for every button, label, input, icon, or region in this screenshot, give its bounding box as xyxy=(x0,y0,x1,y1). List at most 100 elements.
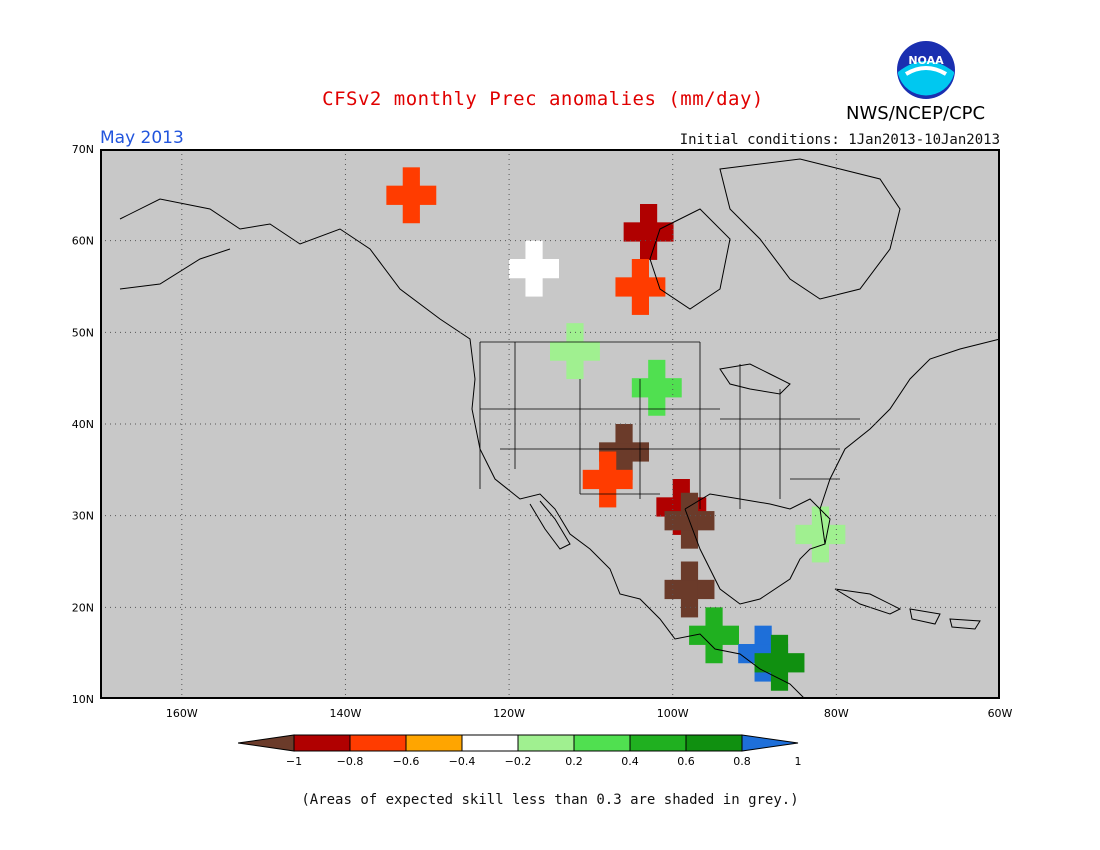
anomaly-cell xyxy=(566,341,584,361)
legend-box xyxy=(685,734,743,752)
color-legend: −1 −0.8 −0.6 −0.4 −0.2 0.2 0.4 0.6 0.8 1 xyxy=(238,734,802,768)
anomaly-cell xyxy=(680,579,699,600)
month-label: May 2013 xyxy=(100,128,184,148)
anomaly-cell xyxy=(582,469,600,490)
anomaly-cell xyxy=(631,442,649,462)
anomaly-cell xyxy=(550,341,568,361)
anomaly-cell xyxy=(648,396,666,416)
grid-lines xyxy=(100,149,1000,699)
legend-tick-label: 0.6 xyxy=(677,755,695,768)
anomaly-cell xyxy=(754,653,772,673)
anomaly-cell xyxy=(770,671,789,691)
anomaly-cell xyxy=(795,524,813,545)
anomaly-cell xyxy=(631,295,649,315)
anomaly-cell xyxy=(640,240,658,260)
anomaly-cell xyxy=(697,511,715,531)
anomaly-cell xyxy=(419,185,437,205)
lon-label: 100W xyxy=(657,707,689,720)
legend-arrow-low xyxy=(238,734,295,752)
coastlines xyxy=(119,158,1000,699)
state-borders xyxy=(479,341,860,509)
anomaly-cell xyxy=(599,469,617,490)
anomaly-cell xyxy=(640,204,658,224)
anomaly-cell xyxy=(680,492,699,512)
legend-arrow-high xyxy=(741,734,799,752)
anomaly-cell xyxy=(541,259,559,279)
anomaly-cell xyxy=(648,277,666,297)
lat-label: 60N xyxy=(72,235,94,248)
anomaly-cell xyxy=(566,359,584,380)
anomaly-cell xyxy=(631,378,649,398)
legend-tick-label: −0.2 xyxy=(505,755,532,768)
anomaly-cell xyxy=(738,644,756,664)
anomaly-cell xyxy=(656,222,674,242)
anomaly-cell xyxy=(680,598,699,618)
anomaly-cell xyxy=(680,561,699,581)
anomaly-cell xyxy=(615,277,633,297)
anomaly-cell xyxy=(525,240,543,260)
anomaly-cell xyxy=(599,451,617,471)
initial-conditions-label: Initial conditions: 1Jan2013-10Jan2013 xyxy=(679,132,1000,148)
legend-box xyxy=(517,734,575,752)
anomaly-cell xyxy=(525,259,543,279)
anomaly-cell xyxy=(680,529,699,549)
lat-label: 70N xyxy=(72,143,94,156)
anomaly-cell xyxy=(402,167,420,187)
legend-tick-label: −1 xyxy=(286,755,302,768)
anomaly-map xyxy=(100,149,1000,699)
anomaly-cell xyxy=(599,488,617,508)
anomaly-cell xyxy=(754,625,772,645)
anomaly-cells xyxy=(386,167,846,691)
anomaly-cell xyxy=(705,625,723,645)
legend-box xyxy=(629,734,687,752)
lat-label: 10N xyxy=(72,693,94,706)
anomaly-cell xyxy=(640,222,658,242)
legend-tick-label: 1 xyxy=(795,755,802,768)
lon-label: 140W xyxy=(330,707,362,720)
legend-tick-label: 0.4 xyxy=(621,755,639,768)
anomaly-cell xyxy=(623,222,641,242)
anomaly-cell xyxy=(615,442,633,462)
anomaly-cell xyxy=(664,378,682,398)
lat-label: 30N xyxy=(72,510,94,523)
legend-tick-label: −0.8 xyxy=(337,755,364,768)
noaa-logo-icon: NOAA xyxy=(896,40,956,100)
latitude-labels: 70N 60N 50N 40N 30N 20N 10N xyxy=(72,143,94,706)
lat-label: 50N xyxy=(72,326,94,339)
anomaly-cell xyxy=(770,634,789,655)
lon-label: 60W xyxy=(988,707,1013,720)
anomaly-cell xyxy=(770,653,789,673)
anomaly-cell xyxy=(615,424,633,444)
anomaly-cell xyxy=(705,644,723,664)
agency-label: NWS/NCEP/CPC xyxy=(846,103,986,124)
anomaly-cell xyxy=(648,378,666,398)
legend-tick-label: −0.4 xyxy=(449,755,476,768)
legend-tick-label: −0.6 xyxy=(393,755,420,768)
anomaly-cell xyxy=(566,323,584,343)
legend-tick-label: 0.2 xyxy=(565,755,583,768)
anomaly-cell xyxy=(525,277,543,297)
anomaly-cell xyxy=(811,543,829,563)
map-frame xyxy=(100,149,1000,699)
anomaly-cell xyxy=(664,511,682,531)
legend-box xyxy=(349,734,407,752)
anomaly-cell xyxy=(721,625,739,645)
anomaly-cell xyxy=(402,204,420,224)
lon-label: 80W xyxy=(824,707,849,720)
lon-label: 160W xyxy=(166,707,198,720)
anomaly-cell xyxy=(787,653,805,673)
skill-footnote: (Areas of expected skill less than 0.3 a… xyxy=(301,792,799,808)
lat-label: 20N xyxy=(72,601,94,614)
anomaly-cell xyxy=(648,359,666,380)
anomaly-cell xyxy=(689,625,707,645)
longitude-labels: 160W 140W 120W 100W 80W 60W xyxy=(166,707,1013,720)
anomaly-cell xyxy=(631,277,649,297)
anomaly-cell xyxy=(705,607,723,627)
anomaly-cell xyxy=(582,341,600,361)
legend-box xyxy=(573,734,631,752)
anomaly-cell xyxy=(402,185,420,205)
anomaly-cell xyxy=(615,469,633,490)
lon-label: 120W xyxy=(493,707,525,720)
legend-boxes xyxy=(238,734,799,752)
